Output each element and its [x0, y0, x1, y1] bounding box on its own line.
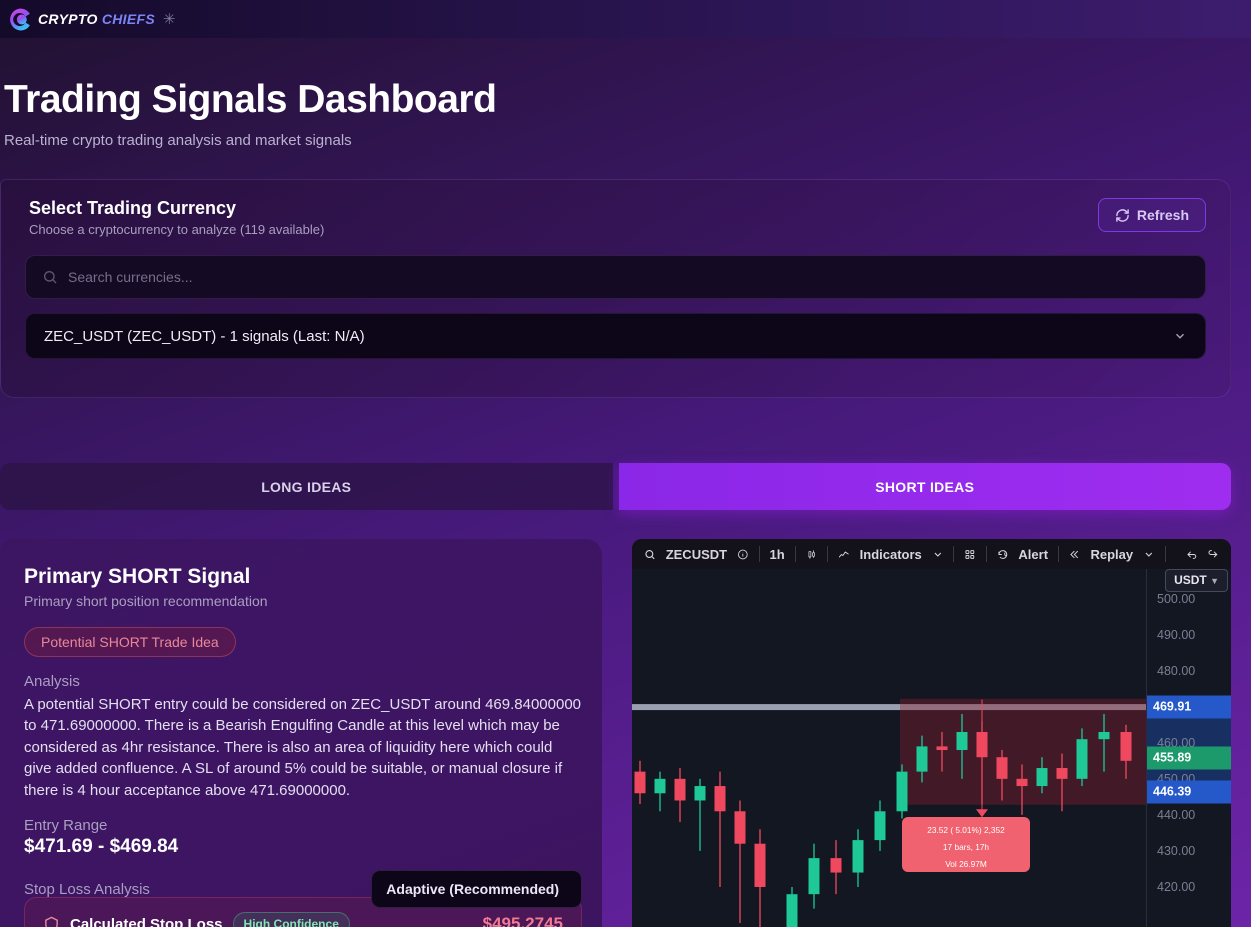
svg-text:23.52 ( 5.01%) 2,352: 23.52 ( 5.01%) 2,352 [927, 825, 1005, 835]
svg-text:17 bars, 17h: 17 bars, 17h [943, 842, 990, 852]
svg-text:Vol 26.97M: Vol 26.97M [945, 859, 987, 869]
